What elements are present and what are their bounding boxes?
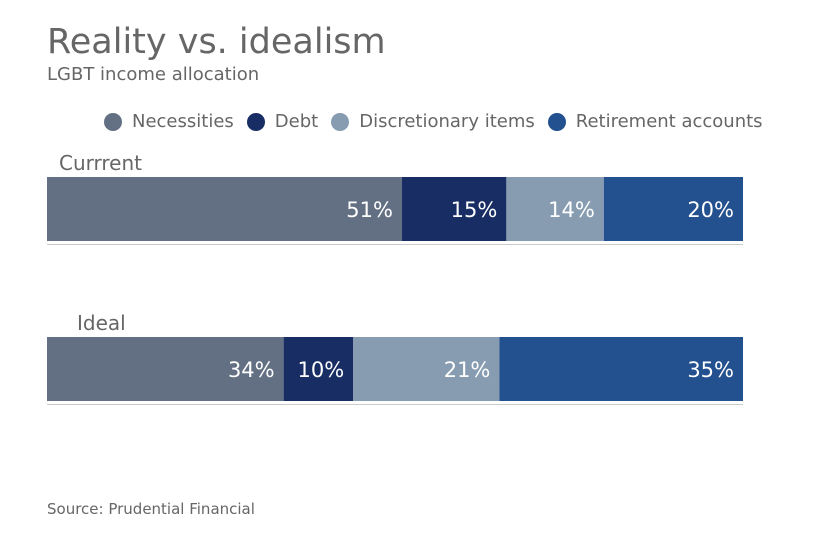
- legend-label: Necessities: [132, 111, 234, 132]
- bar-segment: [47, 177, 402, 241]
- bar-segment: [499, 337, 743, 401]
- legend-swatch: [547, 112, 566, 131]
- bar-segment: [506, 177, 604, 241]
- data-label: 10%: [298, 358, 345, 382]
- legend-item: Discretionary items: [331, 111, 535, 132]
- data-label: 51%: [346, 198, 393, 222]
- data-label: 21%: [444, 358, 491, 382]
- data-label: 34%: [228, 358, 275, 382]
- legend-label: Retirement accounts: [575, 111, 763, 132]
- category-label: Currrent: [59, 151, 142, 175]
- bar-segment: [401, 177, 507, 241]
- chart-legend: Necessities Debt Discretionary items Retire…: [104, 111, 763, 132]
- bar-segment: [603, 177, 743, 241]
- category-label: Ideal: [77, 311, 126, 335]
- chart-title: Reality vs. idealism: [47, 22, 386, 62]
- legend-item: Necessities: [104, 111, 234, 132]
- legend-swatch: [104, 112, 122, 131]
- source-note: Source: Prudential Financial: [47, 500, 255, 518]
- chart-subtitle: LGBT income allocation: [47, 64, 260, 85]
- legend-swatch: [246, 112, 265, 131]
- data-label: 14%: [548, 198, 595, 222]
- data-label: 20%: [687, 198, 734, 222]
- bar-segment: [353, 337, 500, 401]
- legend-item: Retirement accounts: [547, 111, 763, 132]
- data-label: 15%: [451, 198, 498, 222]
- bar-segment: [283, 337, 354, 401]
- bar-segment: [47, 337, 284, 401]
- legend-item: Debt: [246, 111, 319, 132]
- legend-label: Discretionary items: [359, 111, 535, 132]
- legend-swatch: [331, 112, 350, 131]
- data-label: 35%: [687, 358, 734, 382]
- legend-label: Debt: [274, 111, 319, 132]
